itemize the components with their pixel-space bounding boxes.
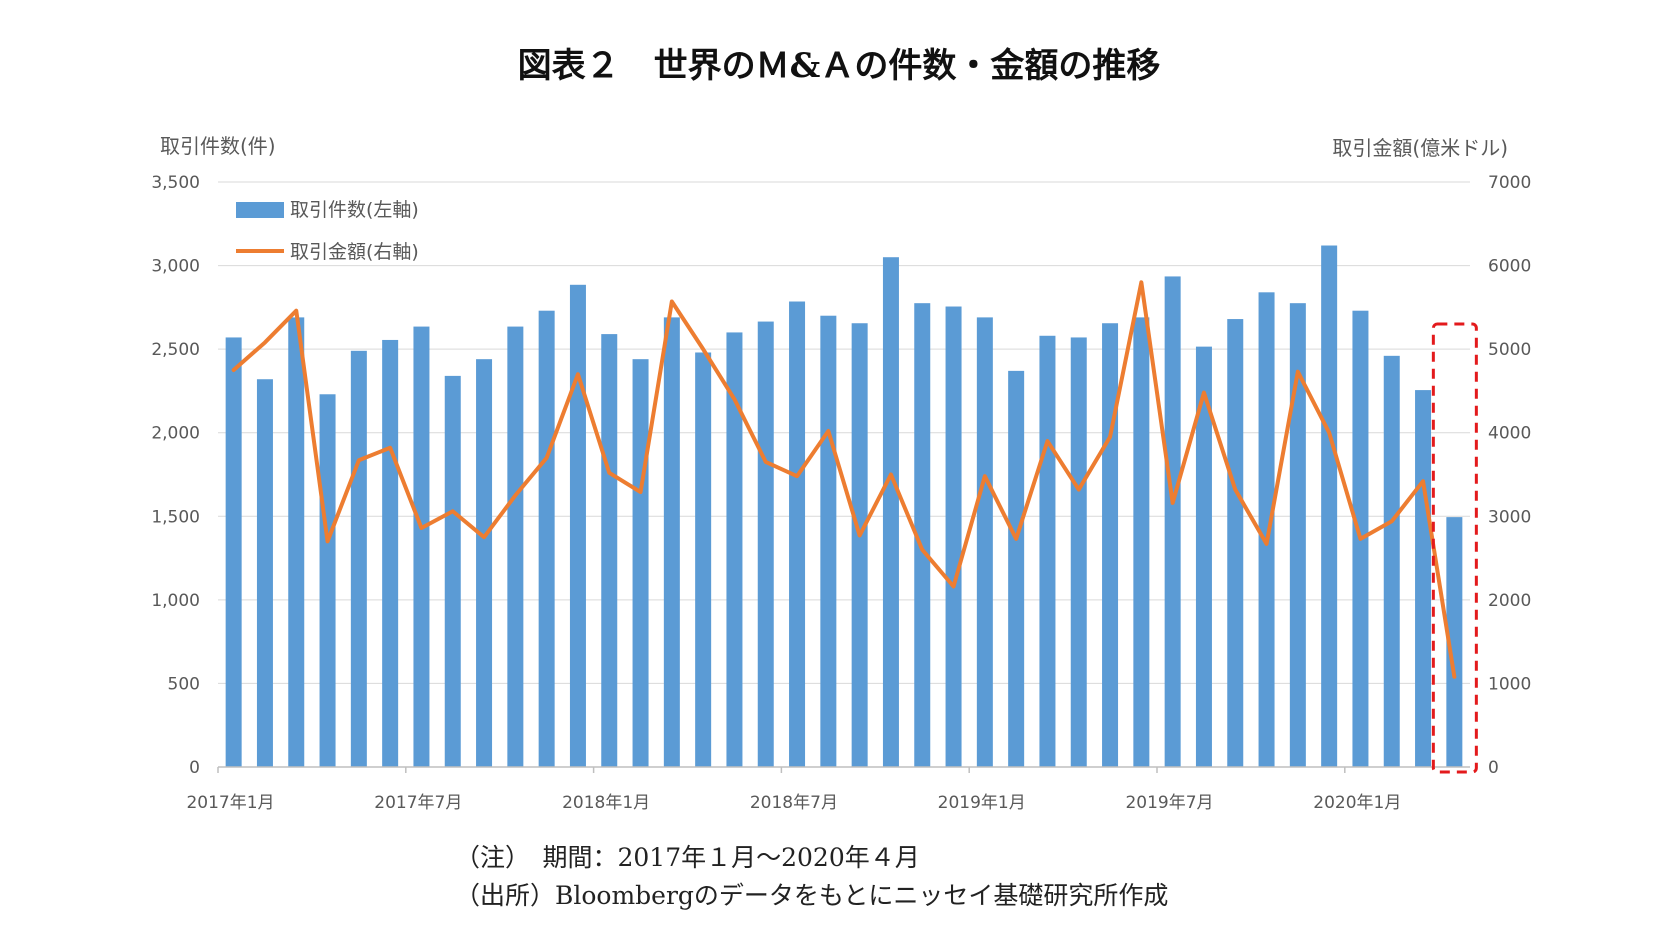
bar <box>476 359 493 767</box>
x-axis-tick-label: 2019年7月 <box>1125 793 1213 813</box>
bar <box>444 375 461 767</box>
bar <box>632 359 649 767</box>
bar <box>695 352 712 767</box>
legend: 取引件数(左軸) 取引金額(右軸) <box>236 199 419 263</box>
right-axis-tick-label: 6000 <box>1488 257 1531 277</box>
bar <box>1102 323 1119 767</box>
bar <box>288 317 305 767</box>
bar <box>789 301 806 767</box>
bar <box>1164 276 1181 767</box>
highlight-layer <box>1431 322 1478 774</box>
bar <box>820 315 837 767</box>
note-source: （出所）Bloombergのデータをもとにニッセイ基礎研究所作成 <box>455 881 1169 910</box>
bar <box>569 284 586 767</box>
bar-series <box>225 245 1463 767</box>
bar <box>1008 370 1025 767</box>
x-axis-tick-label: 2019年1月 <box>938 793 1026 813</box>
left-axis-tick-label: 2,500 <box>151 340 200 360</box>
x-axis-tick-label: 2017年1月 <box>186 793 274 813</box>
line-series-path <box>231 280 1457 679</box>
bar <box>1227 319 1244 767</box>
bar <box>882 257 899 767</box>
right-axis-tick-label: 0 <box>1488 758 1499 778</box>
left-axis-tick-label: 3,000 <box>151 257 200 277</box>
bar <box>1321 245 1338 767</box>
bar <box>1446 517 1463 767</box>
right-axis-tick-label: 5000 <box>1488 340 1531 360</box>
figure-title: 図表２ 世界のＭ&Ａの件数・金額の推移 <box>517 46 1161 86</box>
bar <box>1070 337 1087 767</box>
left-axis-tick-label: 1,000 <box>151 591 200 611</box>
bar <box>726 332 743 767</box>
bar <box>976 317 993 767</box>
bar <box>914 303 931 767</box>
bar <box>1195 346 1212 767</box>
left-axis-tick-label: 500 <box>168 674 200 694</box>
axes: 0 500 1,000 1,500 2,000 2,500 3,000 3,500 0 1000 2… <box>151 134 1531 813</box>
bar <box>1415 390 1432 767</box>
right-axis-tick-label: 2000 <box>1488 591 1531 611</box>
left-axis-tick-label: 0 <box>189 758 200 778</box>
x-axis-tick-label: 2018年7月 <box>750 793 838 813</box>
left-axis-tick-label: 2,000 <box>151 424 200 444</box>
bar <box>350 350 367 767</box>
bar <box>319 394 336 767</box>
left-axis-tick-label: 3,500 <box>151 173 200 193</box>
bar <box>507 326 524 767</box>
x-axis-tick-label: 2018年1月 <box>562 793 650 813</box>
x-axis-tick-label: 2020年1月 <box>1313 793 1401 813</box>
legend-label-line: 取引金額(右軸) <box>290 241 419 263</box>
bar <box>663 317 680 767</box>
right-axis-tick-label: 4000 <box>1488 424 1531 444</box>
bar <box>945 306 962 767</box>
bar <box>1039 335 1056 767</box>
bar <box>851 323 868 767</box>
bar <box>1258 292 1275 767</box>
highlight-box <box>1431 322 1478 774</box>
bar <box>538 310 555 767</box>
ma-chart: 0 500 1,000 1,500 2,000 2,500 3,000 3,500 0 1000 2… <box>151 134 1531 813</box>
right-axis-tick-label: 3000 <box>1488 507 1531 527</box>
bar <box>757 321 774 767</box>
note-period: （注） 期間：2017年１月～2020年４月 <box>455 843 920 872</box>
bar <box>1289 303 1306 767</box>
left-axis-title: 取引件数(件) <box>160 134 276 158</box>
left-axis-tick-label: 1,500 <box>151 507 200 527</box>
bar <box>1133 317 1150 767</box>
bar <box>601 334 618 767</box>
right-axis-title: 取引金額(億米ドル) <box>1332 136 1508 160</box>
x-axis-tick-label: 2017年7月 <box>374 793 462 813</box>
line-series <box>231 280 1457 679</box>
bar <box>1383 355 1400 767</box>
bar <box>256 379 273 767</box>
legend-label-bar: 取引件数(左軸) <box>290 199 419 221</box>
right-axis-tick-label: 7000 <box>1488 173 1531 193</box>
legend-swatch-bar <box>236 202 284 218</box>
bar <box>382 339 399 767</box>
bar <box>413 326 430 767</box>
right-axis-tick-label: 1000 <box>1488 674 1531 694</box>
bar <box>225 337 242 767</box>
